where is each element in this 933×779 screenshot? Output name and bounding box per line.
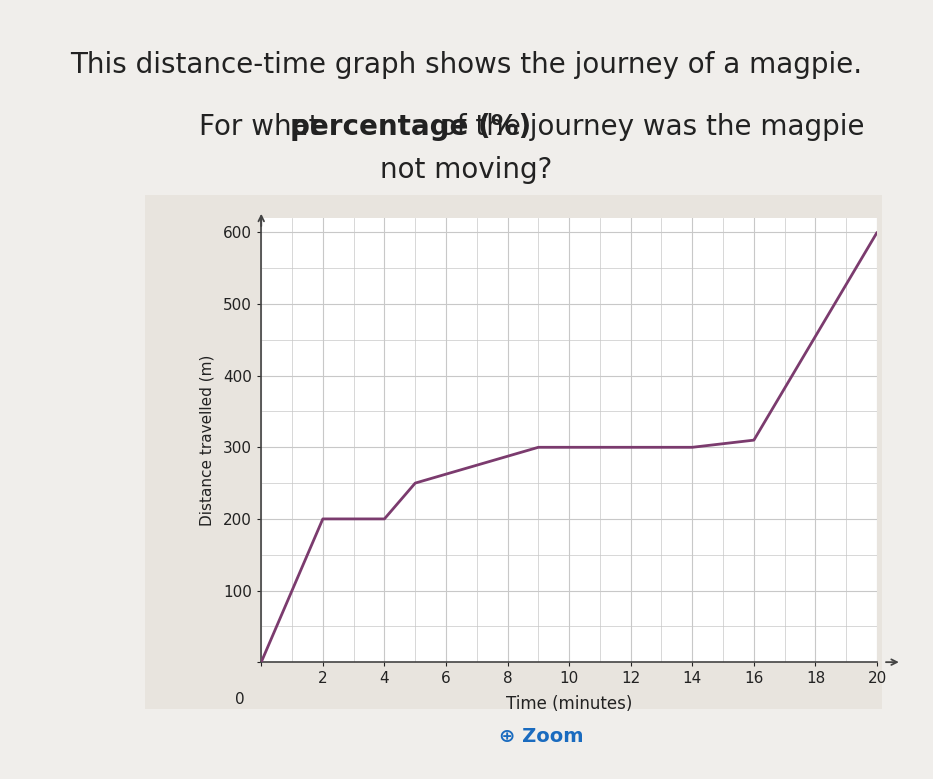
Text: of the journey was the magpie: of the journey was the magpie — [431, 113, 865, 141]
Text: This distance-time graph shows the journey of a magpie.: This distance-time graph shows the journ… — [70, 51, 863, 79]
Text: ⊕ Zoom: ⊕ Zoom — [499, 727, 583, 746]
Text: 0: 0 — [235, 693, 244, 707]
Text: For what: For what — [200, 113, 328, 141]
Text: For what percentage (%) of the journey was the magpie: For what percentage (%) of the journey w… — [77, 113, 856, 141]
Text: percentage (%): percentage (%) — [290, 113, 532, 141]
X-axis label: Time (minutes): Time (minutes) — [506, 695, 633, 713]
Y-axis label: Distance travelled (m): Distance travelled (m) — [200, 354, 215, 526]
Text: not moving?: not moving? — [381, 156, 552, 184]
